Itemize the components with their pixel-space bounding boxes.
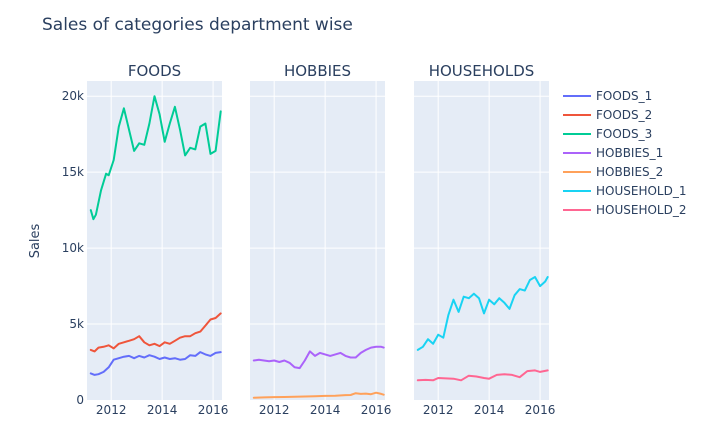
x-tick-label: 2014 <box>474 403 505 417</box>
facet-title: HOUSEHOLDS <box>429 62 535 80</box>
series-line-hobbies-2 <box>252 391 385 399</box>
x-tick-label: 2012 <box>423 403 454 417</box>
legend-item-foods-2[interactable]: FOODS_2 <box>563 108 652 122</box>
series-line-hobbies-1 <box>252 345 385 370</box>
y-tick-label: 0 <box>76 393 84 407</box>
y-tick-label: 5k <box>69 317 84 331</box>
x-tick-label: 2016 <box>525 403 556 417</box>
plot-background <box>414 81 549 400</box>
y-tick-label: 15k <box>62 165 84 179</box>
facet-title: FOODS <box>128 62 181 80</box>
y-tick-label: 20k <box>62 89 84 103</box>
series-line-foods-2 <box>89 312 222 353</box>
legend-item-household-1[interactable]: HOUSEHOLD_1 <box>563 184 686 198</box>
legend-label: HOUSEHOLD_1 <box>596 184 686 198</box>
x-tick-label: 2012 <box>96 403 127 417</box>
x-tick-label: 2016 <box>198 403 229 417</box>
y-axis-label: Sales <box>28 223 43 258</box>
legend-item-hobbies-1[interactable]: HOBBIES_1 <box>563 146 663 160</box>
series-line-foods-1 <box>89 351 222 376</box>
chart-title: Sales of categories department wise <box>42 15 353 35</box>
legend-label: FOODS_1 <box>596 89 652 103</box>
facet-foods: 2012 2014 2016 0 5k 10k 15k 20k FOODS <box>62 62 229 417</box>
x-tick-label: 2014 <box>310 403 341 417</box>
legend-label: HOBBIES_1 <box>596 146 663 160</box>
facet-households: 2012 2014 2016 HOUSEHOLDS <box>414 62 555 417</box>
legend-item-foods-3[interactable]: FOODS_3 <box>563 127 652 141</box>
series-line-household-2 <box>416 369 549 382</box>
legend-item-foods-1[interactable]: FOODS_1 <box>563 89 652 103</box>
legend-label: HOUSEHOLD_2 <box>596 203 686 217</box>
plot-background <box>250 81 385 400</box>
x-tick-label: 2014 <box>147 403 178 417</box>
x-tick-label: 2016 <box>361 403 392 417</box>
facet-hobbies: 2012 2014 2016 HOBBIES <box>250 62 391 417</box>
y-tick-label: 10k <box>62 241 84 255</box>
facet-title: HOBBIES <box>284 62 351 80</box>
x-tick-label: 2012 <box>259 403 290 417</box>
series-line-foods-3 <box>89 95 222 221</box>
series-line-household-1 <box>416 276 549 351</box>
legend[interactable]: FOODS_1 FOODS_2 FOODS_3 HOBBIES_1 HOBBIES_2 H… <box>563 89 686 217</box>
legend-item-hobbies-2[interactable]: HOBBIES_2 <box>563 165 663 179</box>
legend-label: FOODS_2 <box>596 108 652 122</box>
legend-label: HOBBIES_2 <box>596 165 663 179</box>
legend-label: FOODS_3 <box>596 127 652 141</box>
legend-item-household-2[interactable]: HOUSEHOLD_2 <box>563 203 686 217</box>
